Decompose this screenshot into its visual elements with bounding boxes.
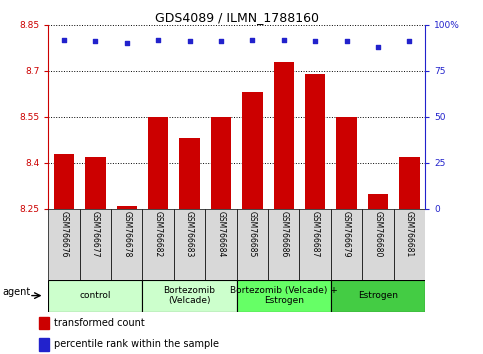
Point [374,44,382,50]
Point [249,37,256,42]
Bar [237,209,268,280]
Text: GSM766677: GSM766677 [91,211,100,257]
Point [312,39,319,44]
Bar [148,117,169,209]
Bar [174,209,205,280]
Text: Bortezomib
(Velcade): Bortezomib (Velcade) [164,286,215,305]
Point [406,39,413,44]
Text: GSM766687: GSM766687 [311,211,320,257]
Bar [368,194,388,209]
Bar [242,92,263,209]
Point [280,37,288,42]
Text: control: control [80,291,111,300]
Bar [39,338,49,350]
Point [217,39,225,44]
Bar [268,209,299,280]
Bar [80,209,111,280]
Text: GSM766679: GSM766679 [342,211,351,257]
Bar [179,138,200,209]
Bar [394,209,425,280]
Bar [211,117,231,209]
Text: GSM766683: GSM766683 [185,211,194,257]
Point [343,39,351,44]
Bar [54,154,74,209]
Text: GSM766680: GSM766680 [373,211,383,257]
Bar [362,209,394,280]
Bar [305,74,326,209]
Bar [116,206,137,209]
Text: percentile rank within the sample: percentile rank within the sample [54,339,219,349]
Bar [331,280,425,312]
Bar [85,157,106,209]
Text: agent: agent [2,287,30,297]
Text: transformed count: transformed count [54,318,145,328]
Text: Estrogen: Estrogen [358,291,398,300]
Text: GSM766686: GSM766686 [279,211,288,257]
Text: GSM766682: GSM766682 [154,211,163,257]
Bar [399,157,420,209]
Bar [48,209,80,280]
Bar [142,209,174,280]
Text: GSM766685: GSM766685 [248,211,257,257]
Bar [39,316,49,329]
Bar [48,280,142,312]
Bar [205,209,237,280]
Text: GSM766676: GSM766676 [59,211,69,257]
Point [186,39,194,44]
Point [60,37,68,42]
Bar [111,209,142,280]
Bar [299,209,331,280]
Bar [237,280,331,312]
Title: GDS4089 / ILMN_1788160: GDS4089 / ILMN_1788160 [155,11,319,24]
Point [155,37,162,42]
Bar [336,117,357,209]
Text: Bortezomib (Velcade) +
Estrogen: Bortezomib (Velcade) + Estrogen [230,286,338,305]
Text: GSM766678: GSM766678 [122,211,131,257]
Point [92,39,99,44]
Bar [142,280,237,312]
Point [123,40,131,46]
Text: GSM766684: GSM766684 [216,211,226,257]
Text: GSM766681: GSM766681 [405,211,414,257]
Bar [331,209,362,280]
Bar [273,62,294,209]
